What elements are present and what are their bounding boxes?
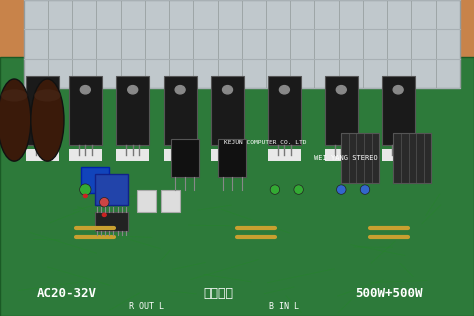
Bar — [325, 76, 358, 145]
Ellipse shape — [294, 185, 303, 194]
Bar — [137, 190, 156, 212]
Bar — [218, 139, 246, 177]
Bar — [382, 149, 415, 161]
Ellipse shape — [83, 194, 87, 198]
Ellipse shape — [80, 86, 90, 94]
Bar — [24, 0, 460, 88]
Ellipse shape — [1, 89, 27, 102]
Ellipse shape — [31, 79, 64, 161]
Ellipse shape — [175, 86, 185, 94]
Bar — [211, 76, 244, 145]
Bar — [164, 149, 197, 161]
Ellipse shape — [222, 86, 232, 94]
Ellipse shape — [128, 86, 137, 94]
Ellipse shape — [100, 198, 109, 207]
Ellipse shape — [38, 86, 47, 94]
Text: R OUT L: R OUT L — [129, 302, 164, 311]
Bar — [161, 190, 180, 212]
Ellipse shape — [270, 185, 280, 194]
Text: WEI YANG STEREO: WEI YANG STEREO — [314, 155, 378, 161]
Ellipse shape — [336, 86, 346, 94]
Bar — [211, 149, 244, 161]
Ellipse shape — [0, 79, 31, 161]
Bar — [268, 149, 301, 161]
Bar — [171, 139, 199, 177]
Bar — [26, 149, 59, 161]
Ellipse shape — [80, 184, 91, 195]
Bar — [69, 149, 102, 161]
Ellipse shape — [279, 86, 289, 94]
Bar — [95, 212, 128, 231]
Bar — [268, 76, 301, 145]
Ellipse shape — [337, 185, 346, 194]
Ellipse shape — [102, 213, 106, 216]
Bar — [81, 167, 109, 193]
Ellipse shape — [34, 89, 61, 102]
Bar — [95, 174, 128, 205]
Bar — [341, 133, 379, 183]
Text: AC20-32V: AC20-32V — [36, 287, 96, 301]
Bar — [164, 76, 197, 145]
Text: B IN L: B IN L — [269, 302, 300, 311]
Ellipse shape — [393, 86, 403, 94]
Bar — [0, 57, 474, 316]
Bar — [116, 149, 149, 161]
Text: 500W+500W: 500W+500W — [355, 287, 422, 301]
Bar — [393, 133, 431, 183]
Text: 杰光电器: 杰光电器 — [203, 287, 233, 301]
Bar — [26, 76, 59, 145]
Bar — [382, 76, 415, 145]
Bar — [325, 149, 358, 161]
Bar — [116, 76, 149, 145]
Bar — [69, 76, 102, 145]
Ellipse shape — [360, 185, 370, 194]
Text: KEJUN COMPUTER CO. LTD: KEJUN COMPUTER CO. LTD — [224, 140, 307, 145]
